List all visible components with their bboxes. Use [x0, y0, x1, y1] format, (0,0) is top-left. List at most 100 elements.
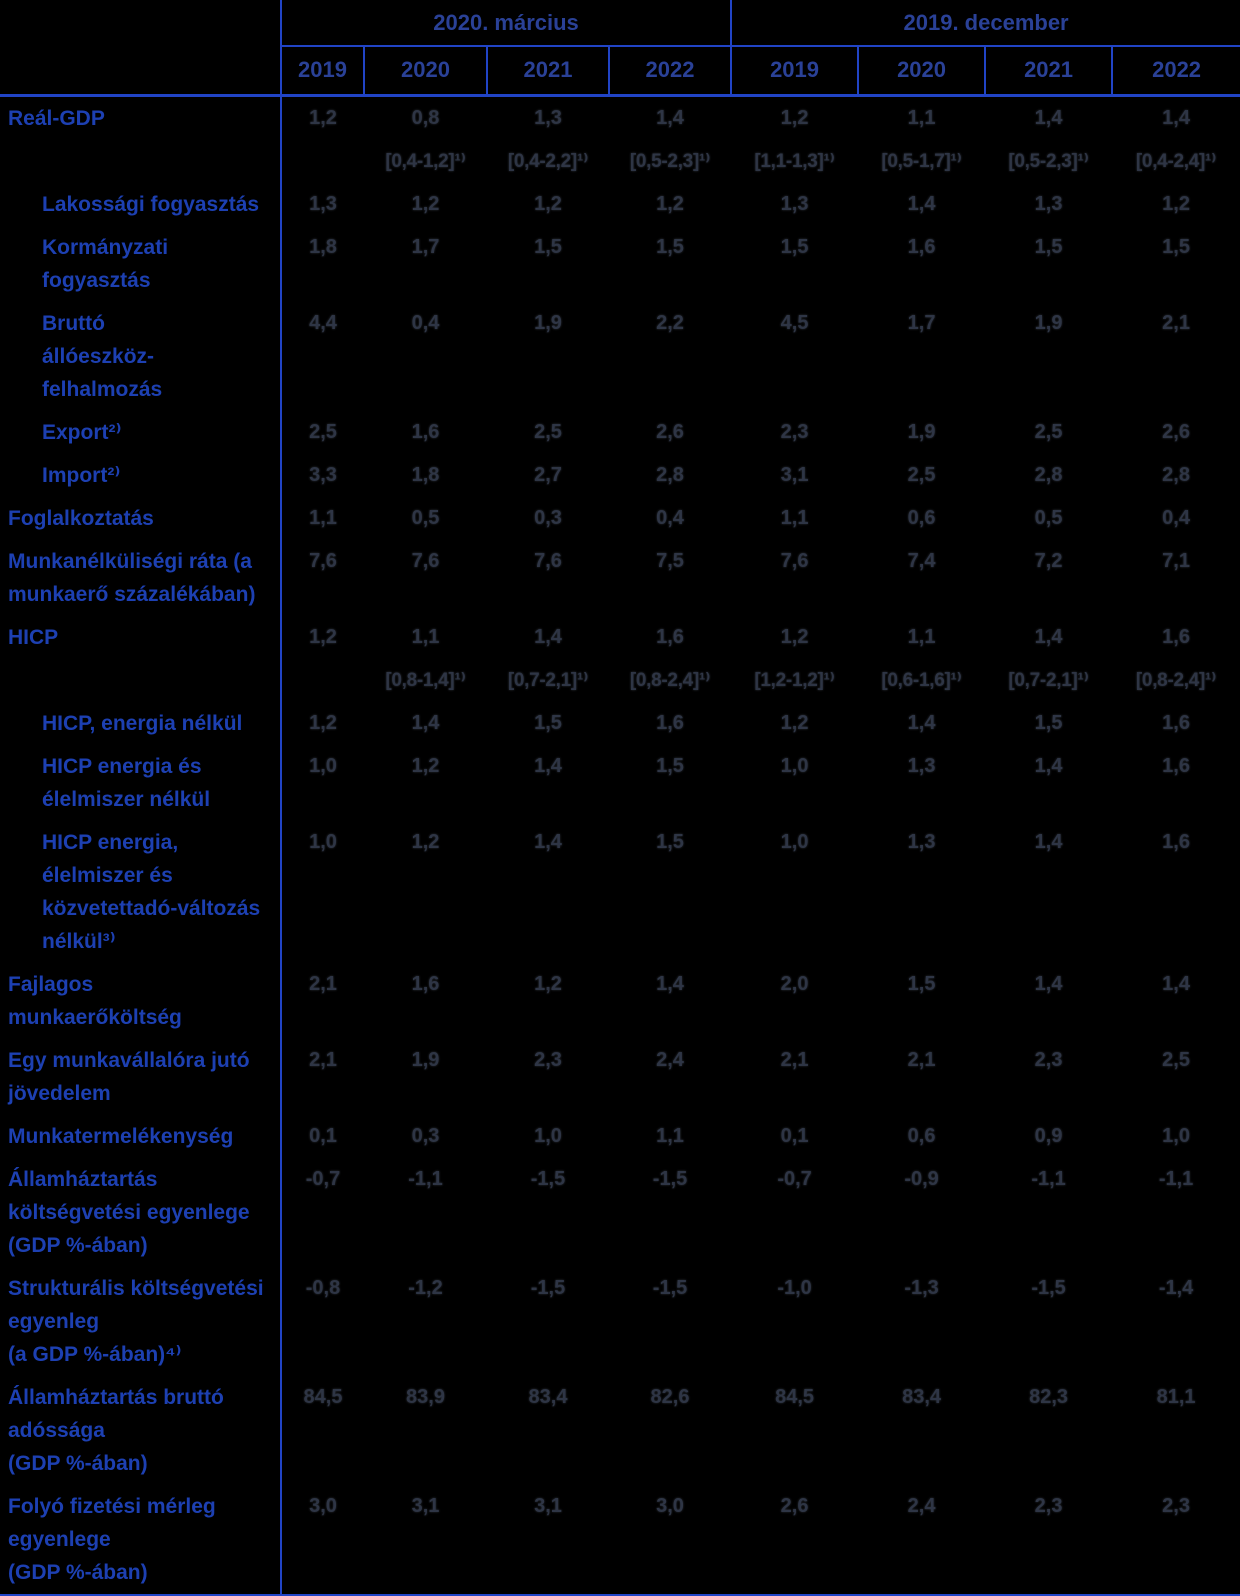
row-label: Strukturális költségvetési egyenleg (a G… — [8, 1276, 264, 1366]
value-cell: 2,1 — [780, 1048, 809, 1071]
value-cell: -1,5 — [1031, 1276, 1066, 1299]
year-header: 2022 — [607, 46, 732, 97]
row-label: Lakossági fogyasztás — [42, 192, 260, 216]
value-cell: 84,5 — [280, 1375, 364, 1485]
value-cell: 1,4 — [1162, 972, 1190, 995]
value-cell: 2,5 — [907, 463, 936, 486]
value-cell: 1,1 — [907, 106, 936, 129]
value-cell: -1,5 — [530, 1167, 566, 1190]
value-cell: 1,4 — [1034, 830, 1063, 853]
value-cell: 1,5 — [656, 754, 684, 777]
range-cell: [0,7-2,1]¹⁾ — [507, 669, 589, 691]
value-cell: 1,1 — [780, 506, 809, 529]
corner-cell — [0, 0, 281, 46]
range-cell: [0,5-2,3]¹⁾ — [629, 150, 711, 172]
value-cell: 7,2 — [1034, 549, 1063, 572]
value-cell: -0,9 — [904, 1167, 939, 1190]
row-label: Egy munkavállalóra jutó jövedelem — [8, 1048, 250, 1105]
year-header-row: 2019 2020 2021 2022 2019 2020 2021 2022 — [0, 46, 1240, 97]
value-cell: 1,6 — [411, 420, 440, 443]
value-cell: 2,4 — [907, 1494, 936, 1517]
value-cell: 0,8 — [411, 106, 440, 129]
value-cell: 7,5 — [656, 549, 684, 572]
value-cell: 1,4 — [1034, 625, 1063, 648]
value-cell: -1,0 — [777, 1276, 812, 1299]
group-header-march: 2020. március — [279, 0, 732, 47]
value-cell: -0,7 — [280, 1157, 364, 1267]
value-cell: -0,7 — [777, 1167, 812, 1190]
value-cell: 1,4 — [1162, 106, 1190, 129]
year-header: 2020 — [363, 46, 487, 97]
value-cell: 1,4 — [534, 830, 562, 853]
indicator-row: Import²⁾ 3,3 1,8 2,7 2,8 3,1 2,5 2,8 2,8 — [0, 453, 1240, 497]
value-cell: 1,1 — [656, 1124, 684, 1147]
value-cell: 1,4 — [907, 711, 936, 734]
value-cell: 1,4 — [534, 754, 562, 777]
year-header: 2021 — [486, 46, 609, 97]
value-cell: 0,4 — [656, 506, 684, 529]
range-cell: [0,8-2,4]¹⁾ — [1135, 669, 1217, 691]
value-cell: 2,1 — [280, 962, 364, 1039]
value-cell: 2,3 — [780, 420, 809, 443]
value-cell: 2,8 — [1034, 463, 1063, 486]
value-cell: 2,1 — [280, 1038, 364, 1115]
value-cell: 1,7 — [907, 311, 936, 334]
indicator-row: Lakossági fogyasztás 1,3 1,2 1,2 1,2 1,3 1,4 1,… — [0, 182, 1240, 226]
indicator-row: Fajlagos munkaerőköltség 2,1 1,6 1,2 1,4 2,0 1… — [0, 962, 1240, 1039]
value-cell: 1,4 — [1034, 972, 1063, 995]
row-label: Bruttó állóeszköz-felhalmozás — [42, 311, 163, 401]
value-cell: 1,5 — [656, 830, 684, 853]
indicator-row: HICP, energia nélkül 1,2 1,4 1,5 1,6 1,2 1,4 1,… — [0, 701, 1240, 745]
value-cell: 1,3 — [1034, 192, 1063, 215]
value-cell: 2,4 — [656, 1048, 684, 1071]
year-header: 2020 — [857, 46, 986, 97]
value-cell: 1,6 — [1162, 754, 1190, 777]
value-cell: 2,8 — [656, 463, 684, 486]
value-cell: 1,5 — [1162, 235, 1190, 258]
range-cell: [0,7-2,1]¹⁾ — [1008, 669, 1089, 691]
value-cell: 0,4 — [411, 311, 440, 334]
value-cell: 83,4 — [528, 1385, 568, 1408]
indicator-row: Kormányzati fogyasztás 1,8 1,7 1,5 1,5 1,5 1,6… — [0, 225, 1240, 302]
value-cell: 1,2 — [280, 615, 364, 659]
value-cell: 4,4 — [280, 301, 364, 411]
value-cell: 0,4 — [1162, 506, 1190, 529]
value-cell: 1,5 — [656, 235, 684, 258]
value-cell: 1,0 — [780, 754, 809, 777]
value-cell: 1,5 — [1034, 711, 1063, 734]
value-cell: 2,5 — [1162, 1048, 1190, 1071]
value-cell: 2,8 — [1162, 463, 1190, 486]
value-cell: 2,5 — [534, 420, 562, 443]
value-cell: 2,3 — [1034, 1048, 1063, 1071]
value-cell: 1,2 — [411, 192, 440, 215]
value-cell: 1,2 — [411, 754, 440, 777]
value-cell: 2,2 — [656, 311, 684, 334]
value-cell: 1,0 — [780, 830, 809, 853]
value-cell: 3,0 — [656, 1494, 684, 1517]
value-cell: 2,7 — [534, 463, 562, 486]
value-cell: -1,5 — [652, 1167, 688, 1190]
row-label: Reál-GDP — [8, 106, 105, 130]
value-cell: -1,1 — [1158, 1167, 1194, 1190]
year-header: 2022 — [1111, 46, 1240, 97]
value-cell: 1,5 — [1034, 235, 1063, 258]
value-cell: 0,1 — [780, 1124, 809, 1147]
range-cell: [0,4-2,2]¹⁾ — [507, 150, 589, 172]
value-cell: 1,5 — [534, 711, 562, 734]
indicator-row: Munkatermelékenység 0,1 0,3 1,0 1,1 0,1 0,6 0,9… — [0, 1114, 1240, 1158]
value-cell: 7,6 — [780, 549, 809, 572]
range-cell: [0,5-1,7]¹⁾ — [881, 150, 962, 172]
value-cell: 7,6 — [411, 549, 440, 572]
value-cell: 0,3 — [534, 506, 562, 529]
value-cell: 1,4 — [534, 625, 562, 648]
value-cell: -1,3 — [904, 1276, 939, 1299]
range-cell: [1,2-1,2]¹⁾ — [754, 669, 835, 691]
value-cell: 1,2 — [656, 192, 684, 215]
range-cell: [0,4-1,2]¹⁾ — [385, 150, 466, 172]
indicator-row: HICP energia és élelmiszer nélkül 1,0 1,2 1… — [0, 744, 1240, 821]
value-cell: 1,1 — [280, 496, 364, 540]
indicator-row: Bruttó állóeszköz-felhalmozás 4,4 0,4 1,9 2,… — [0, 301, 1240, 411]
value-cell: 82,6 — [650, 1385, 690, 1408]
value-cell: 7,1 — [1162, 549, 1190, 572]
